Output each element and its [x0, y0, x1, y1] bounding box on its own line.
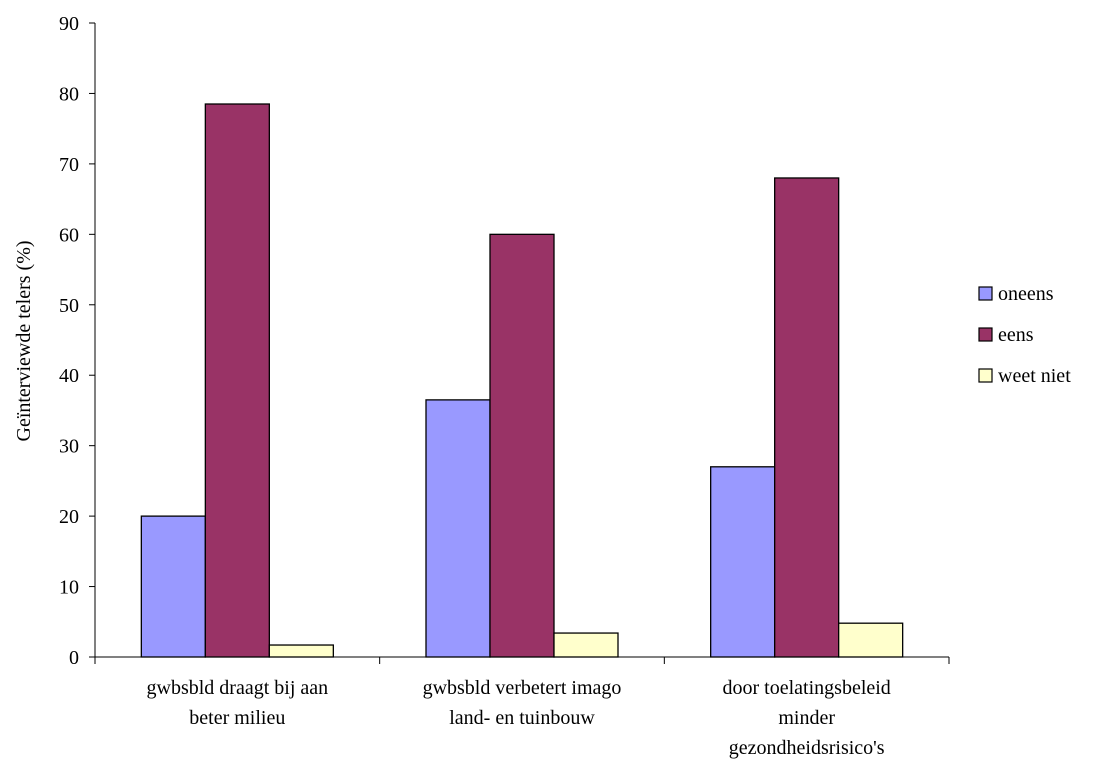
y-tick-label: 90	[59, 13, 79, 35]
y-tick-label: 20	[59, 506, 79, 528]
bar-eens	[204, 103, 270, 658]
bars-group	[140, 103, 904, 658]
bar-eens	[774, 177, 840, 658]
bar-oneens	[140, 515, 206, 658]
legend-swatch	[978, 327, 993, 342]
y-tick-label: 10	[59, 577, 79, 599]
y-tick-label: 30	[59, 436, 79, 458]
legend-label: oneens	[998, 283, 1054, 305]
legend: oneens eens weet niet	[978, 283, 1071, 387]
x-category-label: door toelatingsbeleid minder gezondheidsri…	[723, 677, 891, 759]
y-tick-label: 70	[59, 154, 79, 176]
y-tick-label: 0	[69, 647, 79, 669]
x-axis: gwbsbld draagt bij aan beter milieu gwbsbl…	[94, 656, 950, 759]
y-tick-label: 60	[59, 224, 79, 246]
x-category-label: gwbsbld draagt bij aan beter milieu	[147, 677, 329, 729]
bar-oneens	[425, 399, 491, 658]
bar-weet-niet	[268, 644, 334, 658]
y-tick-label: 50	[59, 295, 79, 317]
x-category-label: gwbsbld verbetert imago land- en tuinbouw	[423, 677, 622, 729]
bar-eens	[489, 233, 555, 658]
legend-swatch	[978, 286, 993, 301]
bar-oneens	[710, 466, 776, 658]
y-axis: 0 10 20 30 40 50 60 70 80 90	[59, 13, 96, 669]
bar-weet-niet	[553, 632, 619, 658]
y-axis-title: Geïnterviewde telers (%)	[13, 240, 35, 441]
legend-label: weet niet	[998, 365, 1071, 387]
legend-swatch	[978, 368, 993, 383]
y-tick-label: 40	[59, 365, 79, 387]
bar-weet-niet	[838, 622, 904, 658]
legend-label: eens	[998, 324, 1034, 346]
y-tick-label: 80	[59, 83, 79, 105]
